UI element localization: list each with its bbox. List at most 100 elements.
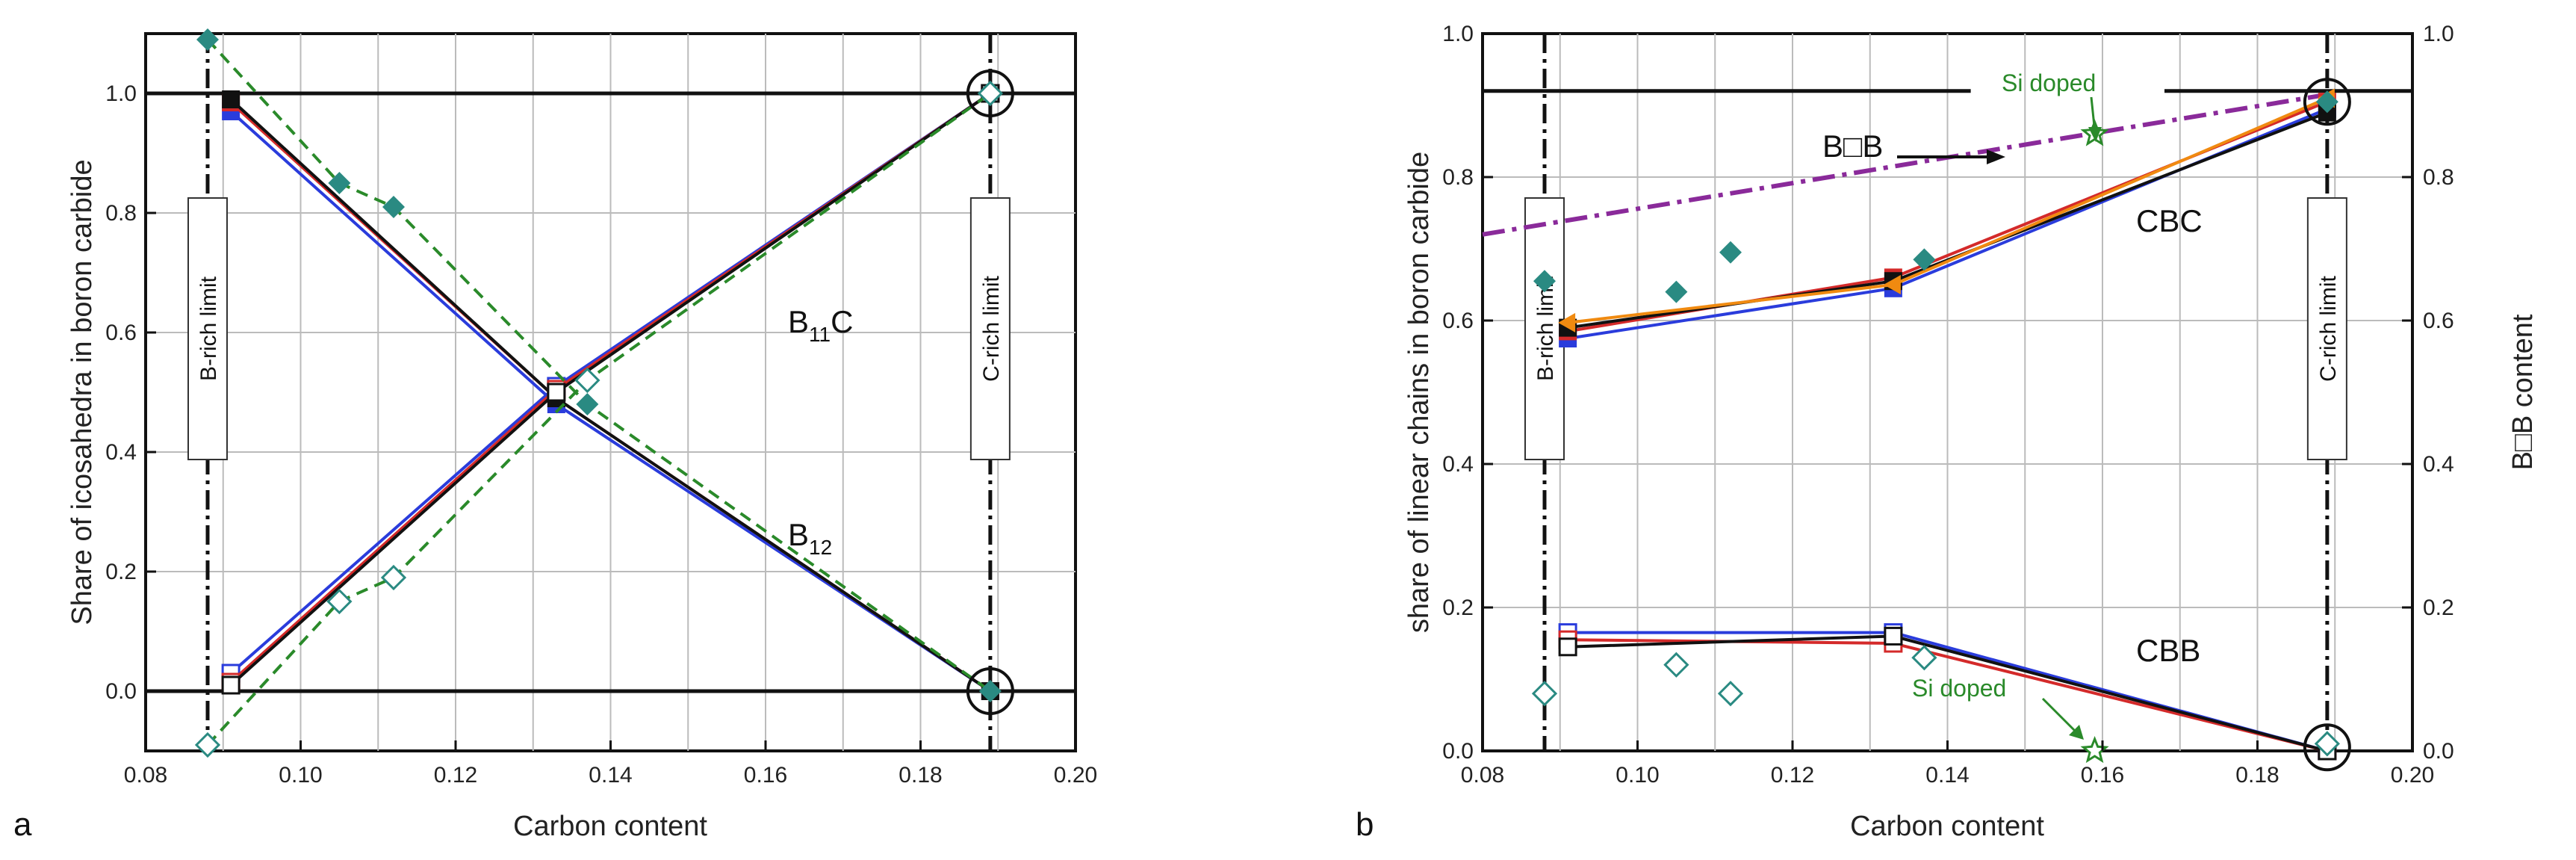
y2-tick-label: 0.2 xyxy=(2423,595,2454,620)
x-tick-label: 0.10 xyxy=(279,763,322,788)
x-tick-label: 0.20 xyxy=(2391,763,2434,788)
panel-b-circles xyxy=(2303,78,2351,772)
panel-b-annotation-si-doped-bottom: Si doped xyxy=(1912,675,2006,702)
panel-a-ticks: 0.08 0.10 0.12 0.14 0.16 0.18 0.20 0.0 0.2 0.4 0.6… xyxy=(105,81,1097,788)
panel-a-series xyxy=(194,28,1003,758)
panel-a-y-axis-label: Share of icosahedra in boron carbide xyxy=(66,159,98,625)
x-tick-label: 0.20 xyxy=(1054,763,1097,788)
panel-b: B-rich limit C-rich limit 0.08 0.10 0.12 0.1… xyxy=(1356,22,2539,843)
panel-a-x-axis-label: Carbon content xyxy=(513,811,707,842)
limit-box xyxy=(2306,197,2347,460)
data-point xyxy=(222,90,240,108)
panel-b-annotation-cbb: CBB xyxy=(2136,633,2200,668)
data-point xyxy=(1558,637,1577,657)
panel-a-annotation-b12: B12 xyxy=(788,517,832,559)
panel-b-bb-trend xyxy=(1482,92,2328,237)
data-point xyxy=(576,393,599,415)
y-tick-label: 0.8 xyxy=(1442,165,1474,190)
panel-a-label: a xyxy=(13,806,32,843)
data-point xyxy=(1719,241,1742,264)
limit-label: B-rich limit xyxy=(196,276,221,381)
panel-b-annotation-si-doped-top: Si doped xyxy=(2002,69,2096,96)
data-point xyxy=(1913,248,1936,271)
panel-b-y-axis-label: share of linear chains in boron carbide xyxy=(1403,152,1435,633)
x-tick-label: 0.16 xyxy=(2081,763,2124,788)
data-point xyxy=(1558,312,1576,332)
x-tick-label: 0.16 xyxy=(744,763,787,788)
y-tick-label: 1.0 xyxy=(105,81,137,106)
data-point xyxy=(1531,681,1558,707)
data-point xyxy=(2314,731,2340,757)
y-tick-label: 0.4 xyxy=(1442,452,1474,477)
panel-a-circles xyxy=(966,69,1014,715)
panel-a-reference-lines xyxy=(146,91,1076,693)
y-tick-label: 0.2 xyxy=(1442,595,1474,620)
y-tick-label: 0.8 xyxy=(105,201,137,226)
data-point xyxy=(326,588,353,615)
data-point xyxy=(1883,275,1901,294)
panel-b-label: b xyxy=(1356,806,1374,843)
data-point xyxy=(328,172,351,194)
y-tick-label: 0.6 xyxy=(1442,309,1474,333)
limit-label: C-rich limit xyxy=(979,276,1004,382)
panel-b-annotation-bb: B□B xyxy=(1822,129,1883,164)
data-point xyxy=(977,80,1003,107)
x-tick-label: 0.08 xyxy=(1461,763,1504,788)
panel-b-annotation-cbc: CBC xyxy=(2136,203,2203,238)
x-tick-label: 0.10 xyxy=(1616,763,1659,788)
data-point xyxy=(574,367,600,394)
y-tick-label: 0.4 xyxy=(105,440,137,465)
y2-tick-label: 0.4 xyxy=(2423,452,2454,477)
panel-a-limit-lines: B-rich limit C-rich limit xyxy=(187,34,1011,751)
data-point xyxy=(382,196,405,218)
data-point xyxy=(2315,90,2338,114)
bb-trend-line xyxy=(1482,92,2328,237)
panel-b-series xyxy=(1531,88,2340,761)
data-point xyxy=(380,564,407,591)
panel-b-limit-lines: B-rich limit C-rich limit xyxy=(1524,34,2347,751)
highlight-circle xyxy=(2303,78,2351,126)
y-tick-label: 0.6 xyxy=(105,321,137,345)
y-tick-label: 0.0 xyxy=(1442,739,1474,764)
highlight-circle xyxy=(2303,723,2351,772)
panel-a: B-rich limit C-rich limit 0.08 0.10 0.12 0.1… xyxy=(13,28,1097,843)
data-point xyxy=(221,675,240,695)
x-tick-label: 0.14 xyxy=(589,763,632,788)
panel-a-annotation-b11c: B11C xyxy=(788,304,853,346)
panel-b-bb-arrowhead xyxy=(1987,149,2005,164)
data-point xyxy=(1663,652,1689,678)
panel-b-x-axis-label: Carbon content xyxy=(1850,811,2044,842)
data-point xyxy=(1884,626,1903,646)
x-tick-label: 0.18 xyxy=(899,763,942,788)
x-tick-label: 0.12 xyxy=(434,763,477,788)
highlight-circle xyxy=(966,69,1014,117)
data-point xyxy=(1533,270,1556,293)
panel-b-ticks: 0.08 0.10 0.12 0.14 0.16 0.18 0.200.00.20.40.6… xyxy=(1442,22,2454,788)
y2-tick-label: 0.0 xyxy=(2423,739,2454,764)
limit-box xyxy=(969,197,1011,460)
y-tick-label: 1.0 xyxy=(1442,22,1474,46)
y2-tick-label: 0.8 xyxy=(2423,165,2454,190)
panel-b-si-arrowhead-bottom xyxy=(2069,725,2084,740)
x-tick-label: 0.14 xyxy=(1925,763,1969,788)
y-tick-label: 0.0 xyxy=(105,679,137,704)
limit-label: C-rich limit xyxy=(2316,276,2341,382)
x-tick-label: 0.18 xyxy=(2235,763,2279,788)
data-point xyxy=(1717,681,1744,707)
y2-tick-label: 0.6 xyxy=(2423,309,2454,333)
data-point xyxy=(196,28,219,51)
data-point xyxy=(978,680,1002,702)
y-tick-label: 0.2 xyxy=(105,560,137,584)
panel-b-y2-axis-label: B□B content xyxy=(2507,314,2539,470)
highlight-circle xyxy=(966,667,1014,715)
x-tick-label: 0.12 xyxy=(1771,763,1814,788)
panel-b-si-arrow-bottom xyxy=(2041,697,2078,734)
limit-label: B-rich limit xyxy=(1533,276,1558,381)
data-point xyxy=(1911,645,1937,671)
x-tick-label: 0.08 xyxy=(124,763,167,788)
y2-tick-label: 1.0 xyxy=(2423,22,2454,46)
panel-b-si-arrowhead-top xyxy=(2088,127,2102,142)
data-point xyxy=(1665,280,1688,303)
data-point xyxy=(194,731,221,758)
